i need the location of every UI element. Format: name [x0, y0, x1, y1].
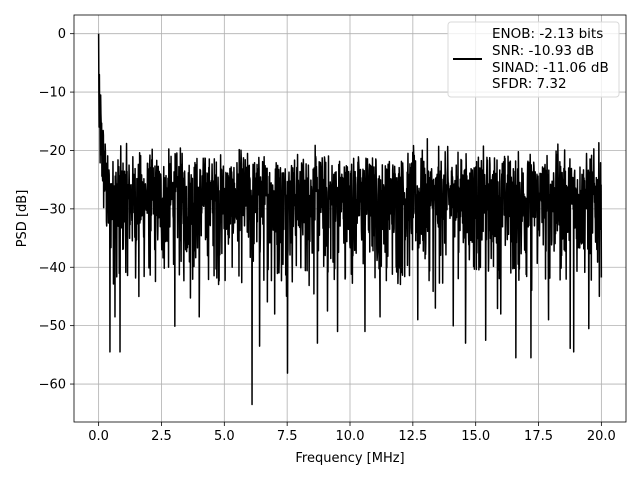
- y-tick-label: −10: [39, 86, 66, 101]
- x-tick-label: 10.0: [336, 429, 365, 444]
- legend: ENOB: -2.13 bits SNR: -10.93 dB SINAD: -…: [447, 21, 620, 98]
- y-tick-label: −40: [39, 261, 66, 276]
- legend-sfdr: SFDR: 7.32: [492, 76, 567, 92]
- legend-enob: ENOB: -2.13 bits: [492, 26, 603, 42]
- x-tick-label: 2.5: [151, 429, 172, 444]
- x-tick-label: 12.5: [398, 429, 427, 444]
- x-tick-label: 0.0: [88, 429, 109, 444]
- legend-snr: SNR: -10.93 dB: [492, 43, 594, 59]
- legend-sinad: SINAD: -11.06 dB: [492, 60, 609, 76]
- y-tick-label: −20: [39, 144, 66, 159]
- x-tick-label: 20.0: [587, 429, 616, 444]
- x-tick-label: 15.0: [461, 429, 490, 444]
- x-tick-label: 5.0: [214, 429, 235, 444]
- y-axis-ticks: 0 −10 −20 −30 −40 −50 −60: [39, 27, 74, 393]
- y-tick-label: −30: [39, 202, 66, 217]
- y-tick-label: 0: [58, 27, 66, 42]
- x-tick-label: 7.5: [277, 429, 298, 444]
- y-tick-label: −60: [39, 378, 66, 393]
- x-axis-label: Frequency [MHz]: [295, 451, 404, 466]
- legend-box: [447, 21, 620, 98]
- x-tick-label: 17.5: [524, 429, 553, 444]
- x-axis-ticks: 0.0 2.5 5.0 7.5 10.0 12.5 15.0 17.5 20.0: [88, 422, 616, 444]
- plot-series-group: [97, 33, 603, 406]
- y-tick-label: −50: [39, 319, 66, 334]
- psd-series-line: [97, 33, 603, 406]
- y-axis-label: PSD [dB]: [15, 190, 30, 248]
